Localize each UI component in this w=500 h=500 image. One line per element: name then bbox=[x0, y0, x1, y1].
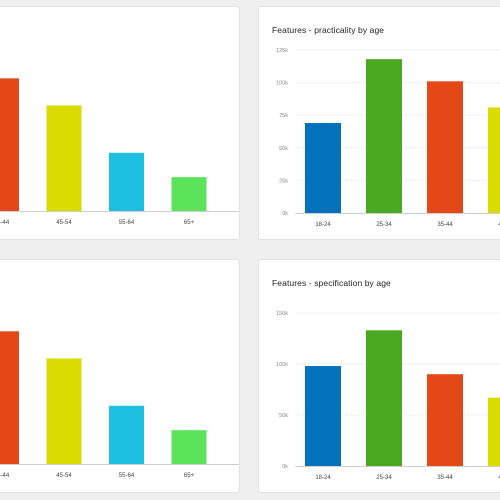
x-tick-label: 45-54 bbox=[498, 475, 500, 481]
chart-title: Features - practicality by age bbox=[272, 25, 385, 35]
x-tick-label: 35-44 bbox=[437, 475, 453, 481]
y-tick-label: 50k bbox=[279, 413, 288, 419]
x-tick-label: 25-34 bbox=[376, 222, 392, 228]
y-tick-label: 25k bbox=[279, 178, 288, 184]
x-tick-label: 18-24 bbox=[315, 475, 331, 481]
bar-chart: 0k 50k 100k 150k 18-24 25-34 35-44 45-54 bbox=[276, 311, 500, 481]
bar-35-44 bbox=[427, 374, 463, 466]
chart-card-2: Features - practicality by age 0k 25k 50k 7… bbox=[258, 6, 500, 240]
x-tick-label: 35-44 bbox=[0, 473, 10, 479]
x-tick-label: 35-44 bbox=[0, 220, 10, 226]
bar-35-44 bbox=[0, 331, 19, 464]
y-tick-label: 100k bbox=[276, 362, 288, 368]
y-tick-label: 0k bbox=[282, 464, 288, 470]
y-tick-label: 150k bbox=[276, 311, 288, 317]
chart-card-3: 35-44 45-54 55-64 65+ bbox=[0, 259, 240, 493]
chart-title: Features - specification by age bbox=[272, 278, 391, 288]
x-tick-label: 45-54 bbox=[56, 473, 72, 479]
y-tick-label: 125k bbox=[276, 48, 288, 54]
bar-45-54 bbox=[46, 105, 82, 211]
y-tick-label: 75k bbox=[279, 113, 288, 119]
bar-chart: 35-44 45-54 55-64 65+ bbox=[0, 78, 239, 226]
x-tick-label: 55-64 bbox=[119, 473, 135, 479]
x-tick-label: 55-64 bbox=[119, 220, 135, 226]
x-tick-label: 45-54 bbox=[56, 220, 72, 226]
bar-55-64 bbox=[109, 405, 144, 464]
bar-25-34 bbox=[366, 59, 402, 214]
y-tick-label: 0k bbox=[282, 211, 288, 217]
bar-55-64 bbox=[109, 152, 144, 211]
bar-chart: 0k 25k 50k 75k 100k 125k 18-24 25-34 35-44 45-54 bbox=[276, 48, 500, 228]
y-tick-label: 50k bbox=[279, 146, 288, 152]
x-tick-label: 25-34 bbox=[376, 475, 392, 481]
chart-card-4: Features - specification by age 0k 50k 100… bbox=[258, 259, 500, 493]
y-tick-label: 100k bbox=[276, 81, 288, 87]
bar-18-24 bbox=[305, 366, 341, 466]
bar-18-24 bbox=[305, 123, 341, 213]
bar-45-54 bbox=[488, 107, 500, 213]
x-tick-label: 65+ bbox=[184, 473, 195, 479]
bar-65+ bbox=[171, 430, 207, 464]
bar-25-34 bbox=[366, 330, 402, 466]
bar-45-54 bbox=[488, 397, 500, 466]
x-tick-label: 45-54 bbox=[498, 222, 500, 228]
bar-chart: 35-44 45-54 55-64 65+ bbox=[0, 331, 239, 479]
bar-35-44 bbox=[0, 78, 19, 211]
x-tick-label: 65+ bbox=[184, 220, 195, 226]
bar-45-54 bbox=[46, 358, 82, 464]
bar-35-44 bbox=[427, 81, 463, 214]
bar-65+ bbox=[171, 177, 207, 211]
chart-card-1: 35-44 45-54 55-64 65+ bbox=[0, 6, 240, 240]
x-tick-label: 35-44 bbox=[437, 222, 453, 228]
x-tick-label: 18-24 bbox=[315, 222, 331, 228]
